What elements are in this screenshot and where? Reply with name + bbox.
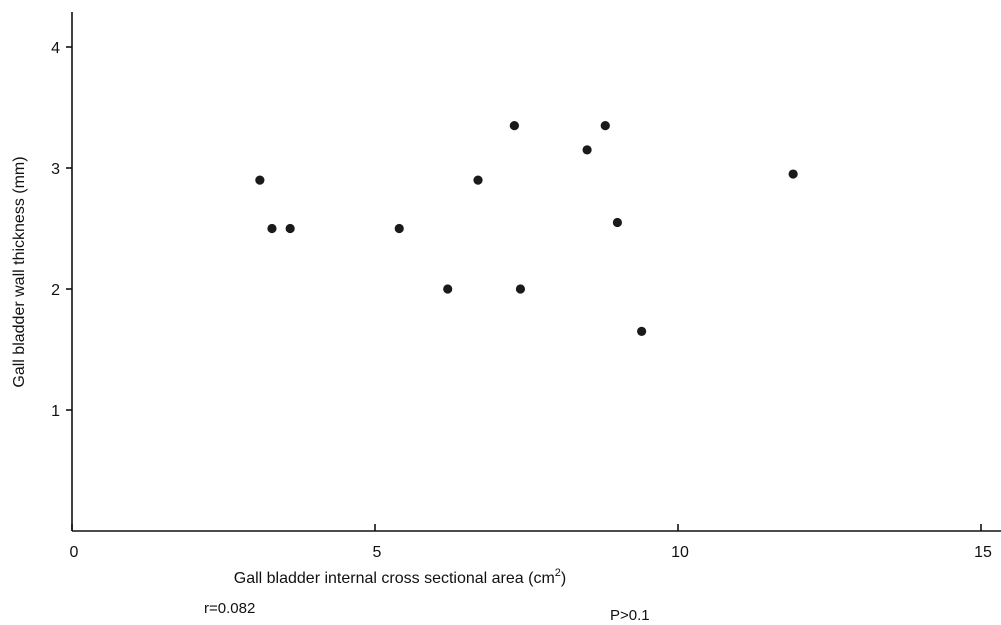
x-tick-label: 10: [671, 544, 689, 561]
x-axis-title-suffix: ): [561, 570, 566, 587]
data-point: [637, 326, 647, 336]
data-point: [255, 175, 265, 185]
correlation-annotation: r=0.082: [204, 600, 255, 617]
data-point: [600, 121, 610, 131]
data-points-group: [255, 121, 798, 336]
data-point: [582, 145, 592, 155]
data-point: [443, 284, 453, 294]
data-point: [612, 217, 623, 228]
x-axis-title-main: Gall bladder internal cross sectional ar…: [234, 570, 555, 587]
y-ticks-group: 1 2 3 4: [51, 40, 72, 420]
y-tick-label: 4: [51, 40, 60, 57]
y-tick-label: 3: [51, 161, 60, 178]
data-point: [394, 223, 404, 234]
y-axis-title: Gall bladder wall thickness (mm): [11, 156, 28, 387]
x-tick-label: 5: [373, 544, 382, 561]
x-axis-title: Gall bladder internal cross sectional ar…: [234, 567, 566, 587]
x-tick-label: 0: [70, 544, 79, 561]
p-value-annotation: P>0.1: [610, 607, 650, 624]
y-tick-label: 2: [51, 282, 60, 299]
x-tick-label: 15: [974, 544, 992, 561]
y-tick-label: 1: [51, 403, 60, 420]
x-ticks-group: 0 5 10 15: [70, 524, 992, 561]
x-axis-title-superscript: 2: [555, 567, 561, 579]
data-point: [267, 223, 277, 234]
data-point: [509, 121, 519, 131]
data-point: [285, 223, 295, 234]
data-point: [788, 169, 798, 179]
data-point: [515, 284, 526, 294]
data-point: [473, 175, 483, 185]
